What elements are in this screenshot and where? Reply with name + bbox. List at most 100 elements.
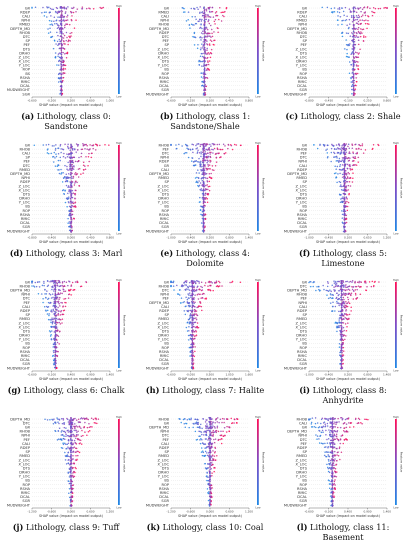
shap-point (79, 421, 82, 423)
feature-label: RHOB (20, 430, 31, 434)
shap-point (55, 155, 58, 158)
shap-point (216, 14, 219, 17)
shap-point (203, 80, 206, 82)
shap-point (352, 76, 354, 78)
shap-point (333, 280, 335, 282)
shap-point (203, 12, 206, 15)
shap-point (70, 202, 72, 204)
shap-point (330, 151, 333, 154)
shap-point (353, 26, 355, 28)
shap-point (364, 149, 367, 151)
shap-point (67, 431, 70, 433)
shap-point (216, 421, 219, 423)
shap-point (65, 184, 68, 187)
shap-point (202, 147, 205, 149)
feature-label: DRHO (19, 471, 30, 475)
shap-point (59, 285, 62, 287)
shap-point (62, 172, 64, 174)
shap-point (200, 297, 202, 299)
shap-point (69, 467, 72, 469)
shap-point (345, 151, 347, 153)
shap-point (343, 214, 346, 217)
shap-point (56, 350, 59, 353)
shap-point (202, 417, 204, 420)
shap-point (184, 11, 186, 13)
shap-point (199, 6, 201, 8)
shap-point (73, 425, 75, 428)
feature-label: DCAL (159, 84, 169, 88)
shap-point (208, 185, 211, 188)
shap-point (67, 222, 69, 224)
shap-point (342, 322, 345, 324)
shap-point (59, 7, 62, 9)
shap-point (350, 77, 352, 80)
shap-point (63, 423, 65, 425)
shap-point (344, 289, 347, 292)
shap-point (67, 452, 69, 454)
shap-point (231, 281, 233, 284)
shap-point (340, 330, 343, 332)
shap-point (59, 296, 61, 299)
shap-point (60, 49, 63, 52)
shap-point (341, 35, 344, 38)
shap-point (206, 423, 208, 425)
shap-point (71, 500, 73, 503)
shap-point (358, 32, 361, 35)
shap-point (188, 289, 191, 291)
shap-point (53, 418, 55, 420)
panel-letter: (c) (285, 111, 299, 121)
shap-point (330, 294, 332, 296)
shap-point (200, 76, 203, 78)
shap-point (351, 20, 354, 23)
shap-point (63, 20, 66, 22)
shap-point (353, 47, 356, 49)
shap-point (217, 152, 219, 155)
shap-point (203, 431, 205, 433)
feature-label: RSHA (20, 213, 30, 217)
shap-point (60, 68, 62, 71)
shap-point (345, 330, 348, 332)
shap-point (209, 434, 212, 436)
shap-point (50, 152, 52, 155)
x-tick-label: 0.600 (86, 99, 94, 103)
shap-point (343, 171, 346, 173)
feature-label: X_LOC (158, 462, 170, 466)
shap-point (65, 173, 68, 175)
shap-plot: GRDTCDEPTH_MDRHOBPEFNPHICALIRDEPSPRMEDZ_… (284, 278, 404, 381)
shap-point (70, 31, 73, 34)
shap-point (360, 22, 363, 25)
shap-point (188, 24, 191, 26)
feature-label: PEF (300, 43, 307, 47)
shap-point (227, 143, 230, 146)
shap-point (92, 8, 95, 10)
shap-point (54, 52, 57, 54)
x-tick-label: 0.800 (225, 236, 233, 240)
shap-point (195, 317, 197, 319)
feature-label: RMIC (160, 354, 170, 358)
shap-point (60, 5, 63, 8)
shap-point (67, 6, 69, 8)
shap-point (236, 418, 239, 420)
shap-point (347, 298, 350, 301)
x-tick-label: 0.200 (206, 236, 214, 240)
shap-point (355, 15, 358, 17)
shap-point (69, 163, 72, 165)
shap-point (212, 433, 214, 436)
shap-point (51, 317, 53, 319)
shap-point (192, 282, 194, 284)
shap-point (203, 30, 206, 32)
feature-label: ROP (162, 209, 170, 213)
feature-label: PEF (300, 152, 307, 156)
shap-point (201, 161, 204, 164)
shap-point (319, 143, 321, 146)
shap-point (56, 327, 58, 329)
shap-point (352, 33, 354, 35)
shap-point (350, 306, 352, 309)
shap-point (56, 341, 59, 344)
shap-point (200, 431, 203, 433)
shap-point (58, 331, 61, 333)
colorbar-low-label: Low (393, 369, 399, 373)
shap-point (197, 298, 200, 300)
shap-point (341, 318, 343, 320)
shap-point (46, 152, 49, 154)
